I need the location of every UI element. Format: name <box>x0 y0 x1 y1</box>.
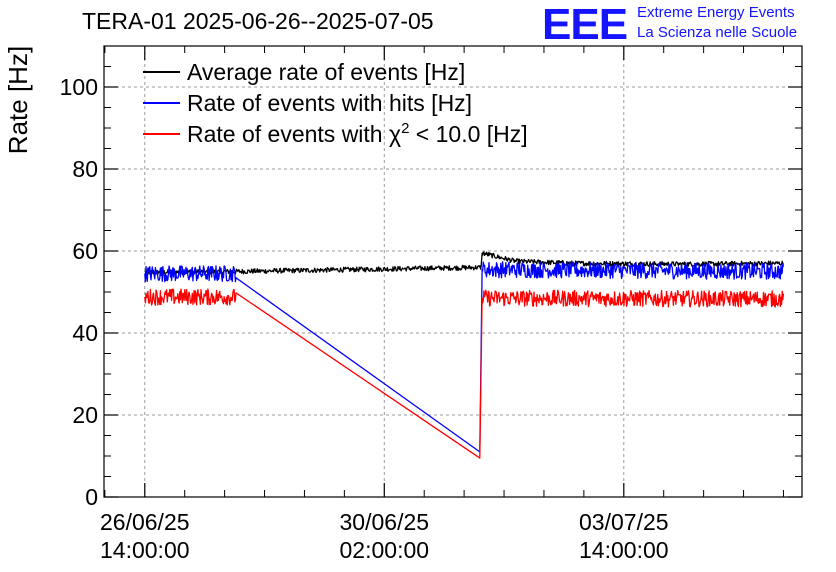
legend-label-1: Rate of events with hits [Hz] <box>187 90 472 116</box>
eee-logo: EEE <box>542 0 628 49</box>
chart-title: TERA-01 2025-06-26--2025-07-05 <box>82 8 434 34</box>
x-tick-label-date: 03/07/25 <box>579 509 669 535</box>
y-tick-label: 80 <box>72 156 98 182</box>
series-line-1 <box>144 261 785 453</box>
x-tick-label-time: 14:00:00 <box>579 537 669 563</box>
y-tick-label: 40 <box>72 320 98 346</box>
x-tick-label-date: 30/06/25 <box>340 509 430 535</box>
y-tick-label: 60 <box>72 238 98 264</box>
y-axis-label: Rate [Hz] <box>3 46 33 154</box>
legend-label-0: Average rate of events [Hz] <box>187 59 465 85</box>
series-line-2 <box>144 288 785 459</box>
grid-layer <box>104 46 802 497</box>
logo-subtitle-1: Extreme Energy Events <box>637 4 795 21</box>
y-tick-label: 0 <box>85 484 98 510</box>
series-layer <box>144 251 785 459</box>
x-tick-label-time: 02:00:00 <box>340 537 430 563</box>
legend: Average rate of events [Hz] Rate of event… <box>143 59 528 147</box>
legend-label-2: Rate of events with χ2 < 10.0 [Hz] <box>187 120 528 147</box>
y-tick-label: 20 <box>72 402 98 428</box>
x-tick-label-time: 14:00:00 <box>100 537 190 563</box>
series-line-0 <box>144 251 785 276</box>
axis-layer: 02040608010026/06/2514:00:0030/06/2502:0… <box>60 46 802 563</box>
x-tick-label-date: 26/06/25 <box>100 509 190 535</box>
y-tick-label: 100 <box>60 74 98 100</box>
logo-subtitle-2: La Scienza nelle Scuole <box>637 24 798 41</box>
